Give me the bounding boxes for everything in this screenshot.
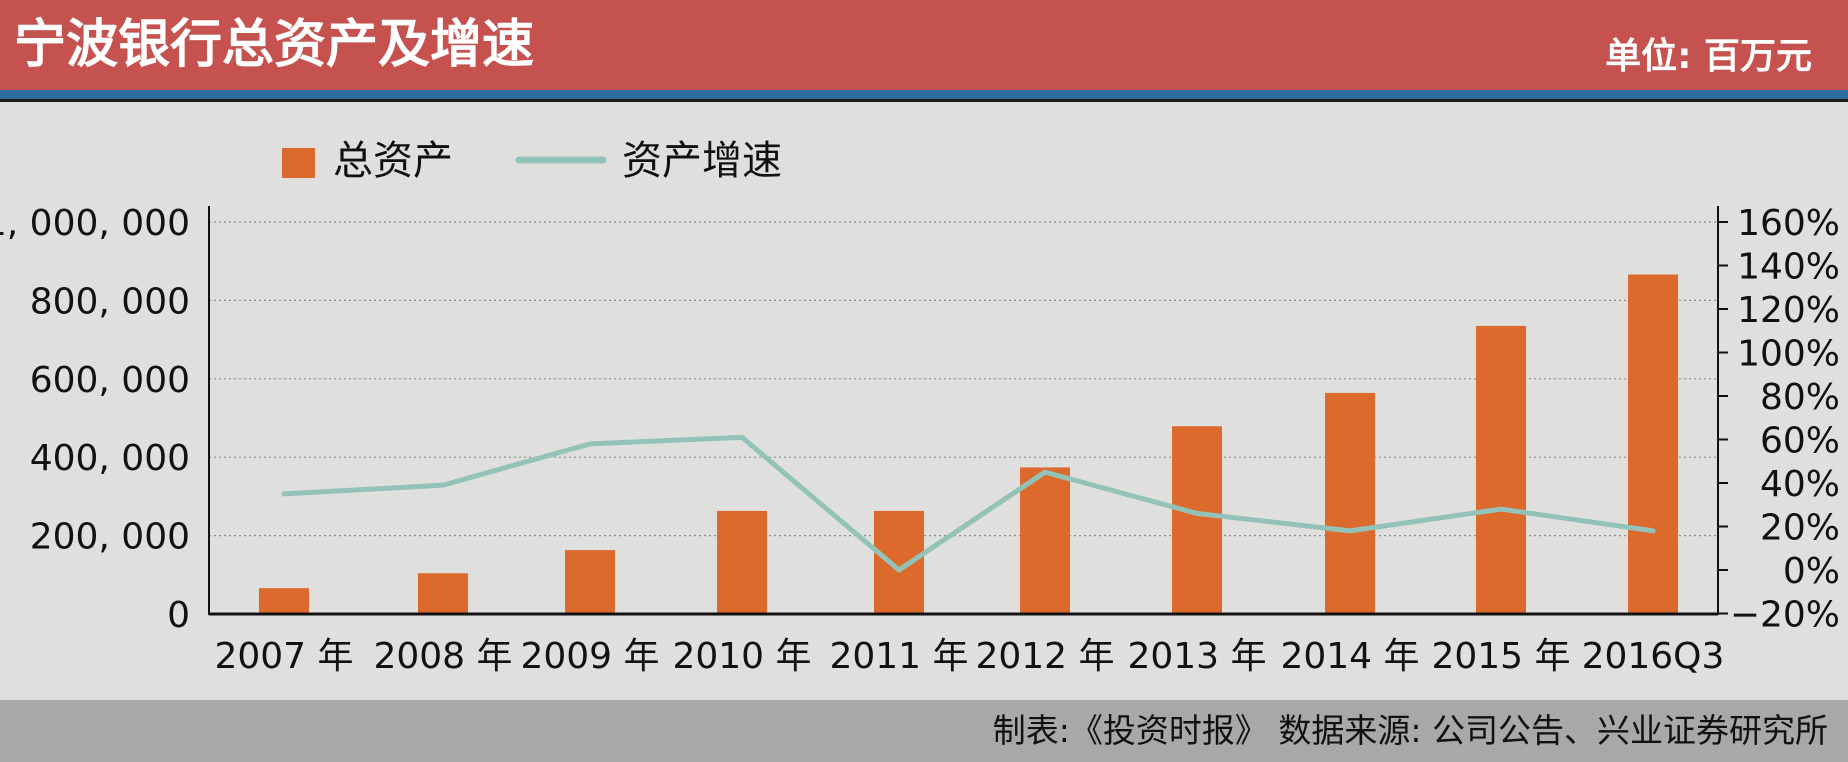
- legend: 总资产 资产增速: [282, 138, 782, 184]
- right-tick-label: 20%: [1760, 508, 1840, 549]
- legend-line-label: 资产增速: [622, 138, 782, 184]
- footer-bar: [0, 700, 1848, 762]
- unit-label: 单位: 百万元: [1605, 36, 1812, 77]
- right-tick-label: −20%: [1730, 595, 1840, 636]
- bar-6: [1020, 467, 1070, 614]
- bar-9: [1476, 325, 1526, 614]
- legend-bar-label: 总资产: [333, 138, 453, 184]
- chart-area: 0 200, 000 400, 000 600, 000 800, 000 1, 000,…: [0, 138, 1840, 677]
- source-note: 制表:《投资时报》 数据来源: 公司公告、兴业证券研究所: [992, 711, 1828, 750]
- bar-5: [874, 510, 924, 614]
- legend-bar-swatch: [282, 148, 315, 178]
- left-tick-label: 200, 000: [30, 517, 190, 558]
- right-tick-label: 140%: [1737, 247, 1840, 288]
- right-tick-label: 40%: [1760, 464, 1840, 505]
- bar-7: [1172, 426, 1222, 614]
- bar-4: [717, 510, 767, 614]
- right-tick-label: 0%: [1783, 551, 1840, 592]
- tick-labels: 0 200, 000 400, 000 600, 000 800, 000 1, 000,…: [0, 203, 1840, 677]
- header-rule: [0, 99, 1848, 102]
- x-tick-label: 2013 年: [1127, 636, 1266, 677]
- x-tick-label: 2011 年: [829, 636, 968, 677]
- gridlines: [209, 221, 1718, 537]
- header-stripe: [0, 90, 1848, 99]
- x-tick-label: 2015 年: [1431, 636, 1570, 677]
- x-tick-label: 2016Q3: [1582, 636, 1725, 677]
- bar-10: [1628, 274, 1678, 614]
- bar-2: [418, 573, 468, 614]
- left-tick-label: 1, 000, 000: [0, 203, 190, 244]
- bar-8: [1325, 392, 1375, 614]
- x-tick-label: 2010 年: [672, 636, 811, 677]
- bars: [259, 274, 1678, 614]
- x-tick-label: 2007 年: [214, 636, 353, 677]
- right-tick-label: 80%: [1760, 377, 1840, 418]
- header-bar: [0, 0, 1848, 90]
- x-tick-label: 2014 年: [1280, 636, 1419, 677]
- bar-3: [565, 550, 615, 614]
- chart-title: 宁波银行总资产及增速: [14, 15, 535, 75]
- x-tick-label: 2012 年: [975, 636, 1114, 677]
- left-tick-label: 0: [167, 595, 190, 636]
- left-tick-label: 400, 000: [30, 438, 190, 479]
- growth-line-path: [281, 434, 1656, 573]
- right-tick-label: 60%: [1760, 421, 1840, 462]
- x-tick-label: 2008 年: [373, 636, 512, 677]
- right-tick-label: 120%: [1737, 290, 1840, 331]
- axes: [208, 206, 1728, 616]
- left-tick-label: 800, 000: [30, 281, 190, 322]
- x-tick-label: 2009 年: [520, 636, 659, 677]
- left-tick-label: 600, 000: [30, 360, 190, 401]
- right-tick-label: 100%: [1737, 334, 1840, 375]
- right-tick-label: 160%: [1737, 203, 1840, 244]
- growth-line: [281, 434, 1656, 573]
- bar-1: [259, 588, 309, 614]
